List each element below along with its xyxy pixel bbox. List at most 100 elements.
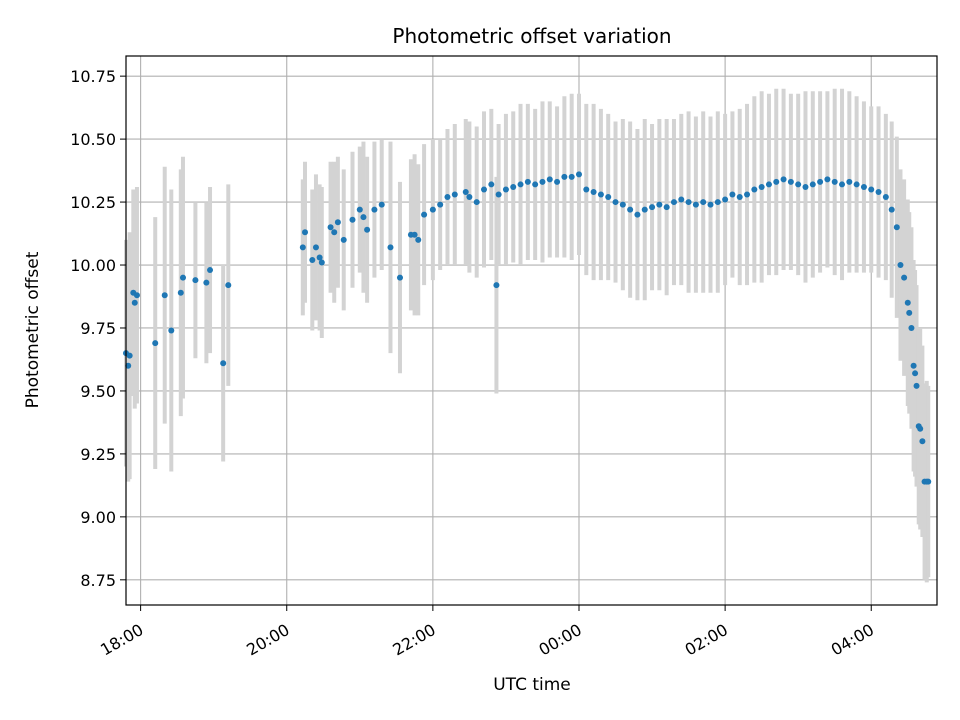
data-point bbox=[444, 194, 451, 201]
y-tick-label: 10.25 bbox=[70, 193, 116, 212]
data-point bbox=[331, 229, 338, 236]
data-point bbox=[161, 292, 168, 299]
data-point bbox=[177, 289, 184, 296]
data-point bbox=[913, 382, 920, 389]
y-tick-label: 9.25 bbox=[80, 445, 116, 464]
data-point bbox=[466, 194, 473, 201]
data-point bbox=[853, 181, 860, 188]
data-point bbox=[133, 292, 140, 299]
data-point bbox=[334, 219, 341, 226]
data-point bbox=[744, 191, 751, 198]
data-point bbox=[619, 201, 626, 208]
data-point bbox=[473, 199, 480, 206]
data-point bbox=[179, 274, 186, 281]
data-point bbox=[860, 183, 867, 190]
data-point bbox=[327, 224, 334, 231]
data-point bbox=[356, 206, 363, 213]
data-point bbox=[318, 259, 325, 266]
data-point bbox=[415, 236, 422, 243]
data-point bbox=[590, 188, 597, 195]
data-point bbox=[364, 226, 371, 233]
data-point bbox=[831, 178, 838, 185]
data-point bbox=[692, 201, 699, 208]
y-tick-label: 8.75 bbox=[80, 571, 116, 590]
data-point bbox=[678, 196, 685, 203]
data-point bbox=[378, 201, 385, 208]
data-point bbox=[349, 216, 356, 223]
data-point bbox=[510, 183, 517, 190]
data-point bbox=[729, 191, 736, 198]
data-point bbox=[707, 201, 714, 208]
data-point bbox=[656, 201, 663, 208]
data-point bbox=[612, 199, 619, 206]
data-point bbox=[906, 309, 913, 316]
data-point bbox=[340, 236, 347, 243]
data-point bbox=[131, 299, 138, 306]
data-point bbox=[893, 224, 900, 231]
data-point bbox=[758, 183, 765, 190]
data-point bbox=[554, 178, 561, 185]
data-point bbox=[299, 244, 306, 251]
data-point bbox=[429, 206, 436, 213]
data-point bbox=[780, 176, 787, 183]
data-point bbox=[203, 279, 210, 286]
data-point bbox=[125, 362, 132, 369]
y-tick-label: 9.50 bbox=[80, 382, 116, 401]
data-point bbox=[207, 267, 214, 274]
data-point bbox=[714, 199, 721, 206]
data-point bbox=[583, 186, 590, 193]
data-point bbox=[312, 244, 319, 251]
plot-frame bbox=[125, 55, 938, 606]
y-tick-label: 10.50 bbox=[70, 130, 116, 149]
data-point bbox=[736, 194, 743, 201]
data-point bbox=[597, 191, 604, 198]
data-point bbox=[917, 425, 924, 432]
data-point bbox=[396, 274, 403, 281]
data-point bbox=[220, 360, 227, 367]
data-point bbox=[192, 277, 199, 284]
data-point bbox=[437, 201, 444, 208]
data-point bbox=[795, 181, 802, 188]
data-point bbox=[897, 262, 904, 269]
data-point bbox=[773, 178, 780, 185]
data-point bbox=[532, 181, 539, 188]
data-point bbox=[700, 199, 707, 206]
data-point bbox=[670, 199, 677, 206]
data-point bbox=[765, 181, 772, 188]
data-point bbox=[882, 194, 889, 201]
data-point bbox=[168, 327, 175, 334]
y-tick-label: 9.00 bbox=[80, 508, 116, 527]
y-axis-title: Photometric offset bbox=[23, 251, 43, 408]
data-point bbox=[839, 181, 846, 188]
data-point bbox=[685, 199, 692, 206]
data-point bbox=[824, 176, 831, 183]
data-point bbox=[517, 181, 524, 188]
data-point bbox=[908, 324, 915, 331]
data-point bbox=[919, 438, 926, 445]
data-point bbox=[912, 370, 919, 377]
data-point bbox=[910, 362, 917, 369]
data-point bbox=[502, 186, 509, 193]
data-point bbox=[493, 282, 500, 289]
data-point bbox=[488, 181, 495, 188]
data-point bbox=[546, 176, 553, 183]
data-point bbox=[641, 206, 648, 213]
data-point bbox=[802, 183, 809, 190]
data-point bbox=[316, 254, 323, 261]
data-point bbox=[421, 211, 428, 218]
data-point bbox=[663, 204, 670, 211]
data-point bbox=[411, 231, 418, 238]
data-point bbox=[627, 206, 634, 213]
chart-title: Photometric offset variation bbox=[392, 24, 671, 48]
data-point bbox=[634, 211, 641, 218]
data-point bbox=[901, 274, 908, 281]
data-point bbox=[524, 178, 531, 185]
data-point bbox=[817, 178, 824, 185]
data-point bbox=[888, 206, 895, 213]
data-point bbox=[360, 214, 367, 221]
data-point bbox=[904, 299, 911, 306]
data-point bbox=[649, 204, 656, 211]
data-point bbox=[225, 282, 232, 289]
